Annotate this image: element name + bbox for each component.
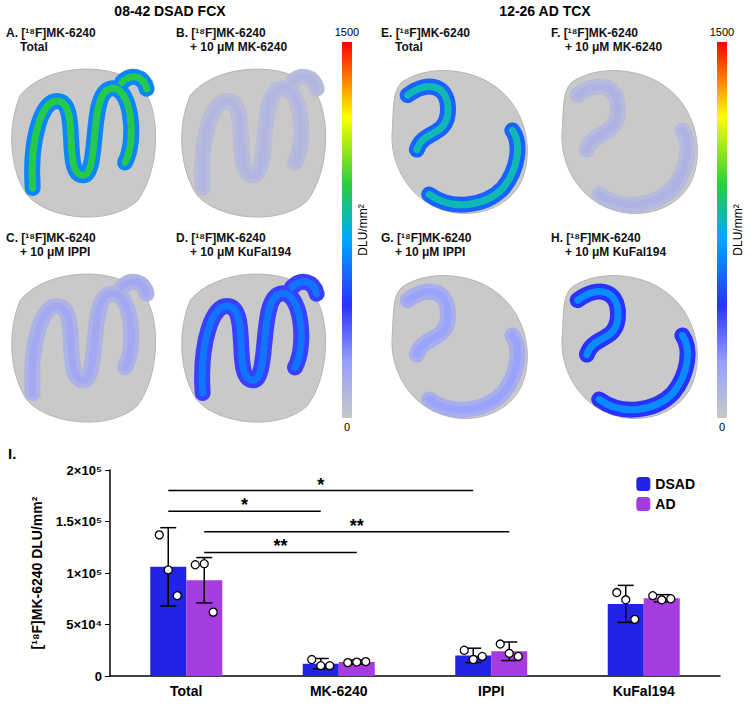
svg-text:08-42 DSAD FCX: 08-42 DSAD FCX [114,3,226,19]
svg-text:Total: Total [395,40,423,54]
svg-text:+ 10 μM KuFal194: + 10 μM KuFal194 [565,245,666,259]
svg-text:**: ** [273,536,287,556]
svg-text:+ 10 μM MK-6240: + 10 μM MK-6240 [190,40,287,54]
svg-text:KuFal194: KuFal194 [613,683,675,699]
svg-text:B. [¹⁸F]MK-6240: B. [¹⁸F]MK-6240 [176,26,266,40]
svg-text:IPPI: IPPI [478,683,504,699]
svg-text:+ 10 μM IPPI: + 10 μM IPPI [20,245,90,259]
svg-text:D. [¹⁸F]MK-6240: D. [¹⁸F]MK-6240 [176,231,266,245]
svg-text:0: 0 [719,421,725,433]
svg-text:AD: AD [655,496,675,512]
svg-text:*: * [317,475,324,495]
svg-text:C. [¹⁸F]MK-6240: C. [¹⁸F]MK-6240 [6,231,96,245]
svg-text:1500: 1500 [335,26,359,38]
svg-text:12-26 AD TCX: 12-26 AD TCX [499,3,591,19]
svg-text:**: ** [350,516,364,536]
svg-text:0: 0 [344,421,350,433]
svg-text:1.5×10⁵: 1.5×10⁵ [56,514,102,529]
svg-text:DLU/mm²: DLU/mm² [731,204,745,255]
svg-text:E. [¹⁸F]MK-6240: E. [¹⁸F]MK-6240 [381,26,470,40]
svg-text:0: 0 [95,669,102,684]
svg-text:+ 10 μM MK-6240: + 10 μM MK-6240 [565,40,662,54]
svg-text:1500: 1500 [710,26,734,38]
svg-text:I.: I. [8,445,16,462]
svg-text:DSAD: DSAD [655,476,695,492]
svg-text:+ 10 μM IPPI: + 10 μM IPPI [395,245,465,259]
svg-text:Total: Total [20,40,48,54]
svg-text:H. [¹⁸F]MK-6240: H. [¹⁸F]MK-6240 [551,231,641,245]
svg-text:*: * [241,495,248,515]
svg-text:DLU/mm²: DLU/mm² [356,204,370,255]
svg-text:G. [¹⁸F]MK-6240: G. [¹⁸F]MK-6240 [381,231,472,245]
svg-text:2×10⁵: 2×10⁵ [67,463,102,478]
svg-text:Total: Total [170,683,202,699]
svg-text:[¹⁸F]MK-6240 DLU/mm²: [¹⁸F]MK-6240 DLU/mm² [29,496,45,649]
svg-text:MK-6240: MK-6240 [310,683,368,699]
svg-text:A. [¹⁸F]MK-6240: A. [¹⁸F]MK-6240 [6,26,96,40]
svg-text:+ 10 μM KuFal194: + 10 μM KuFal194 [190,245,291,259]
svg-text:F. [¹⁸F]MK-6240: F. [¹⁸F]MK-6240 [551,26,638,40]
svg-text:1×10⁵: 1×10⁵ [67,566,102,581]
svg-text:5×10⁴: 5×10⁴ [66,617,102,632]
